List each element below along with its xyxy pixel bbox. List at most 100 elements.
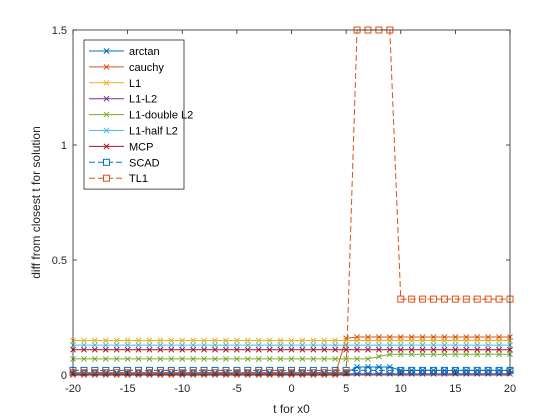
- data-point: [222, 346, 229, 353]
- data-point: [353, 366, 361, 374]
- data-point: [430, 342, 437, 349]
- x-tick-label: 10: [395, 383, 407, 395]
- data-point: [321, 337, 328, 344]
- data-point: [157, 355, 164, 362]
- data-point: [386, 342, 393, 349]
- data-point: [157, 346, 164, 353]
- data-point: [397, 351, 404, 358]
- data-point: [124, 342, 131, 349]
- series-l1-half-l2: [70, 342, 513, 349]
- data-point: [266, 337, 273, 344]
- legend-label: SCAD: [129, 157, 160, 169]
- legend-marker: [103, 79, 110, 86]
- data-point: [342, 369, 350, 377]
- data-point: [212, 355, 218, 362]
- data-point: [375, 342, 382, 349]
- data-point: [332, 337, 339, 344]
- data-point: [309, 369, 317, 377]
- legend-marker: [103, 111, 110, 118]
- data-point: [212, 337, 218, 344]
- data-point: [441, 346, 448, 353]
- data-point: [375, 337, 382, 344]
- data-point: [113, 369, 121, 377]
- data-point: [332, 342, 339, 349]
- data-point: [80, 369, 88, 377]
- data-point: [190, 355, 197, 362]
- data-point: [419, 337, 426, 344]
- data-point: [331, 369, 339, 377]
- data-point: [255, 346, 262, 353]
- legend-marker: [103, 158, 110, 166]
- legend-marker: [103, 63, 110, 70]
- legend-item: L1-half L2: [89, 126, 178, 138]
- data-point: [343, 346, 350, 353]
- data-point: [452, 346, 459, 353]
- data-point: [135, 337, 142, 344]
- data-point: [288, 369, 295, 377]
- legend-marker: [103, 127, 110, 134]
- data-point: [266, 369, 274, 377]
- data-point: [463, 337, 470, 344]
- data-point: [495, 295, 503, 303]
- data-point: [321, 342, 328, 349]
- data-point: [168, 337, 175, 344]
- data-point: [343, 337, 350, 344]
- data-point: [473, 295, 481, 303]
- data-point: [277, 342, 284, 349]
- data-point: [201, 342, 208, 349]
- data-point: [222, 355, 229, 362]
- data-point: [80, 355, 87, 362]
- data-point: [80, 337, 87, 344]
- data-point: [299, 342, 306, 349]
- data-point: [354, 346, 361, 353]
- x-tick-label: 20: [504, 383, 516, 395]
- data-point: [179, 355, 186, 362]
- data-point: [91, 346, 98, 353]
- data-point: [430, 337, 437, 344]
- data-point: [168, 346, 175, 353]
- data-point: [145, 369, 153, 377]
- legend-label: L1-L2: [129, 94, 157, 106]
- data-point: [375, 366, 383, 374]
- data-point: [473, 366, 481, 374]
- legend-item: SCAD: [89, 157, 160, 169]
- data-point: [430, 366, 438, 374]
- legend-label: TL1: [129, 173, 148, 185]
- data-point: [91, 337, 98, 344]
- data-point: [190, 337, 197, 344]
- legend-label: cauchy: [129, 62, 164, 74]
- x-tick-label: -5: [232, 383, 242, 395]
- data-point: [211, 369, 219, 377]
- data-point: [365, 355, 371, 362]
- data-point: [179, 337, 186, 344]
- data-point: [441, 337, 448, 344]
- data-point: [102, 346, 109, 353]
- data-point: [496, 337, 503, 344]
- legend-marker: [103, 143, 110, 150]
- data-point: [178, 369, 186, 377]
- data-point: [485, 342, 492, 349]
- data-point: [386, 366, 394, 374]
- data-point: [135, 369, 143, 377]
- data-point: [495, 366, 503, 374]
- data-point: [124, 337, 131, 344]
- data-point: [419, 295, 427, 303]
- data-point: [277, 337, 284, 344]
- data-point: [233, 369, 241, 377]
- data-point: [364, 366, 372, 374]
- data-point: [408, 337, 415, 344]
- data-point: [266, 342, 273, 349]
- data-point: [212, 342, 218, 349]
- data-point: [91, 342, 98, 349]
- data-point: [244, 342, 251, 349]
- legend-marker: [103, 48, 110, 54]
- data-point: [310, 342, 317, 349]
- data-point: [343, 335, 350, 342]
- legend-box: [83, 39, 185, 190]
- data-point: [419, 351, 426, 358]
- data-point: [168, 369, 175, 376]
- data-point: [288, 346, 295, 353]
- x-tick-label: 5: [343, 383, 349, 395]
- data-point: [397, 342, 404, 349]
- data-point: [146, 355, 153, 362]
